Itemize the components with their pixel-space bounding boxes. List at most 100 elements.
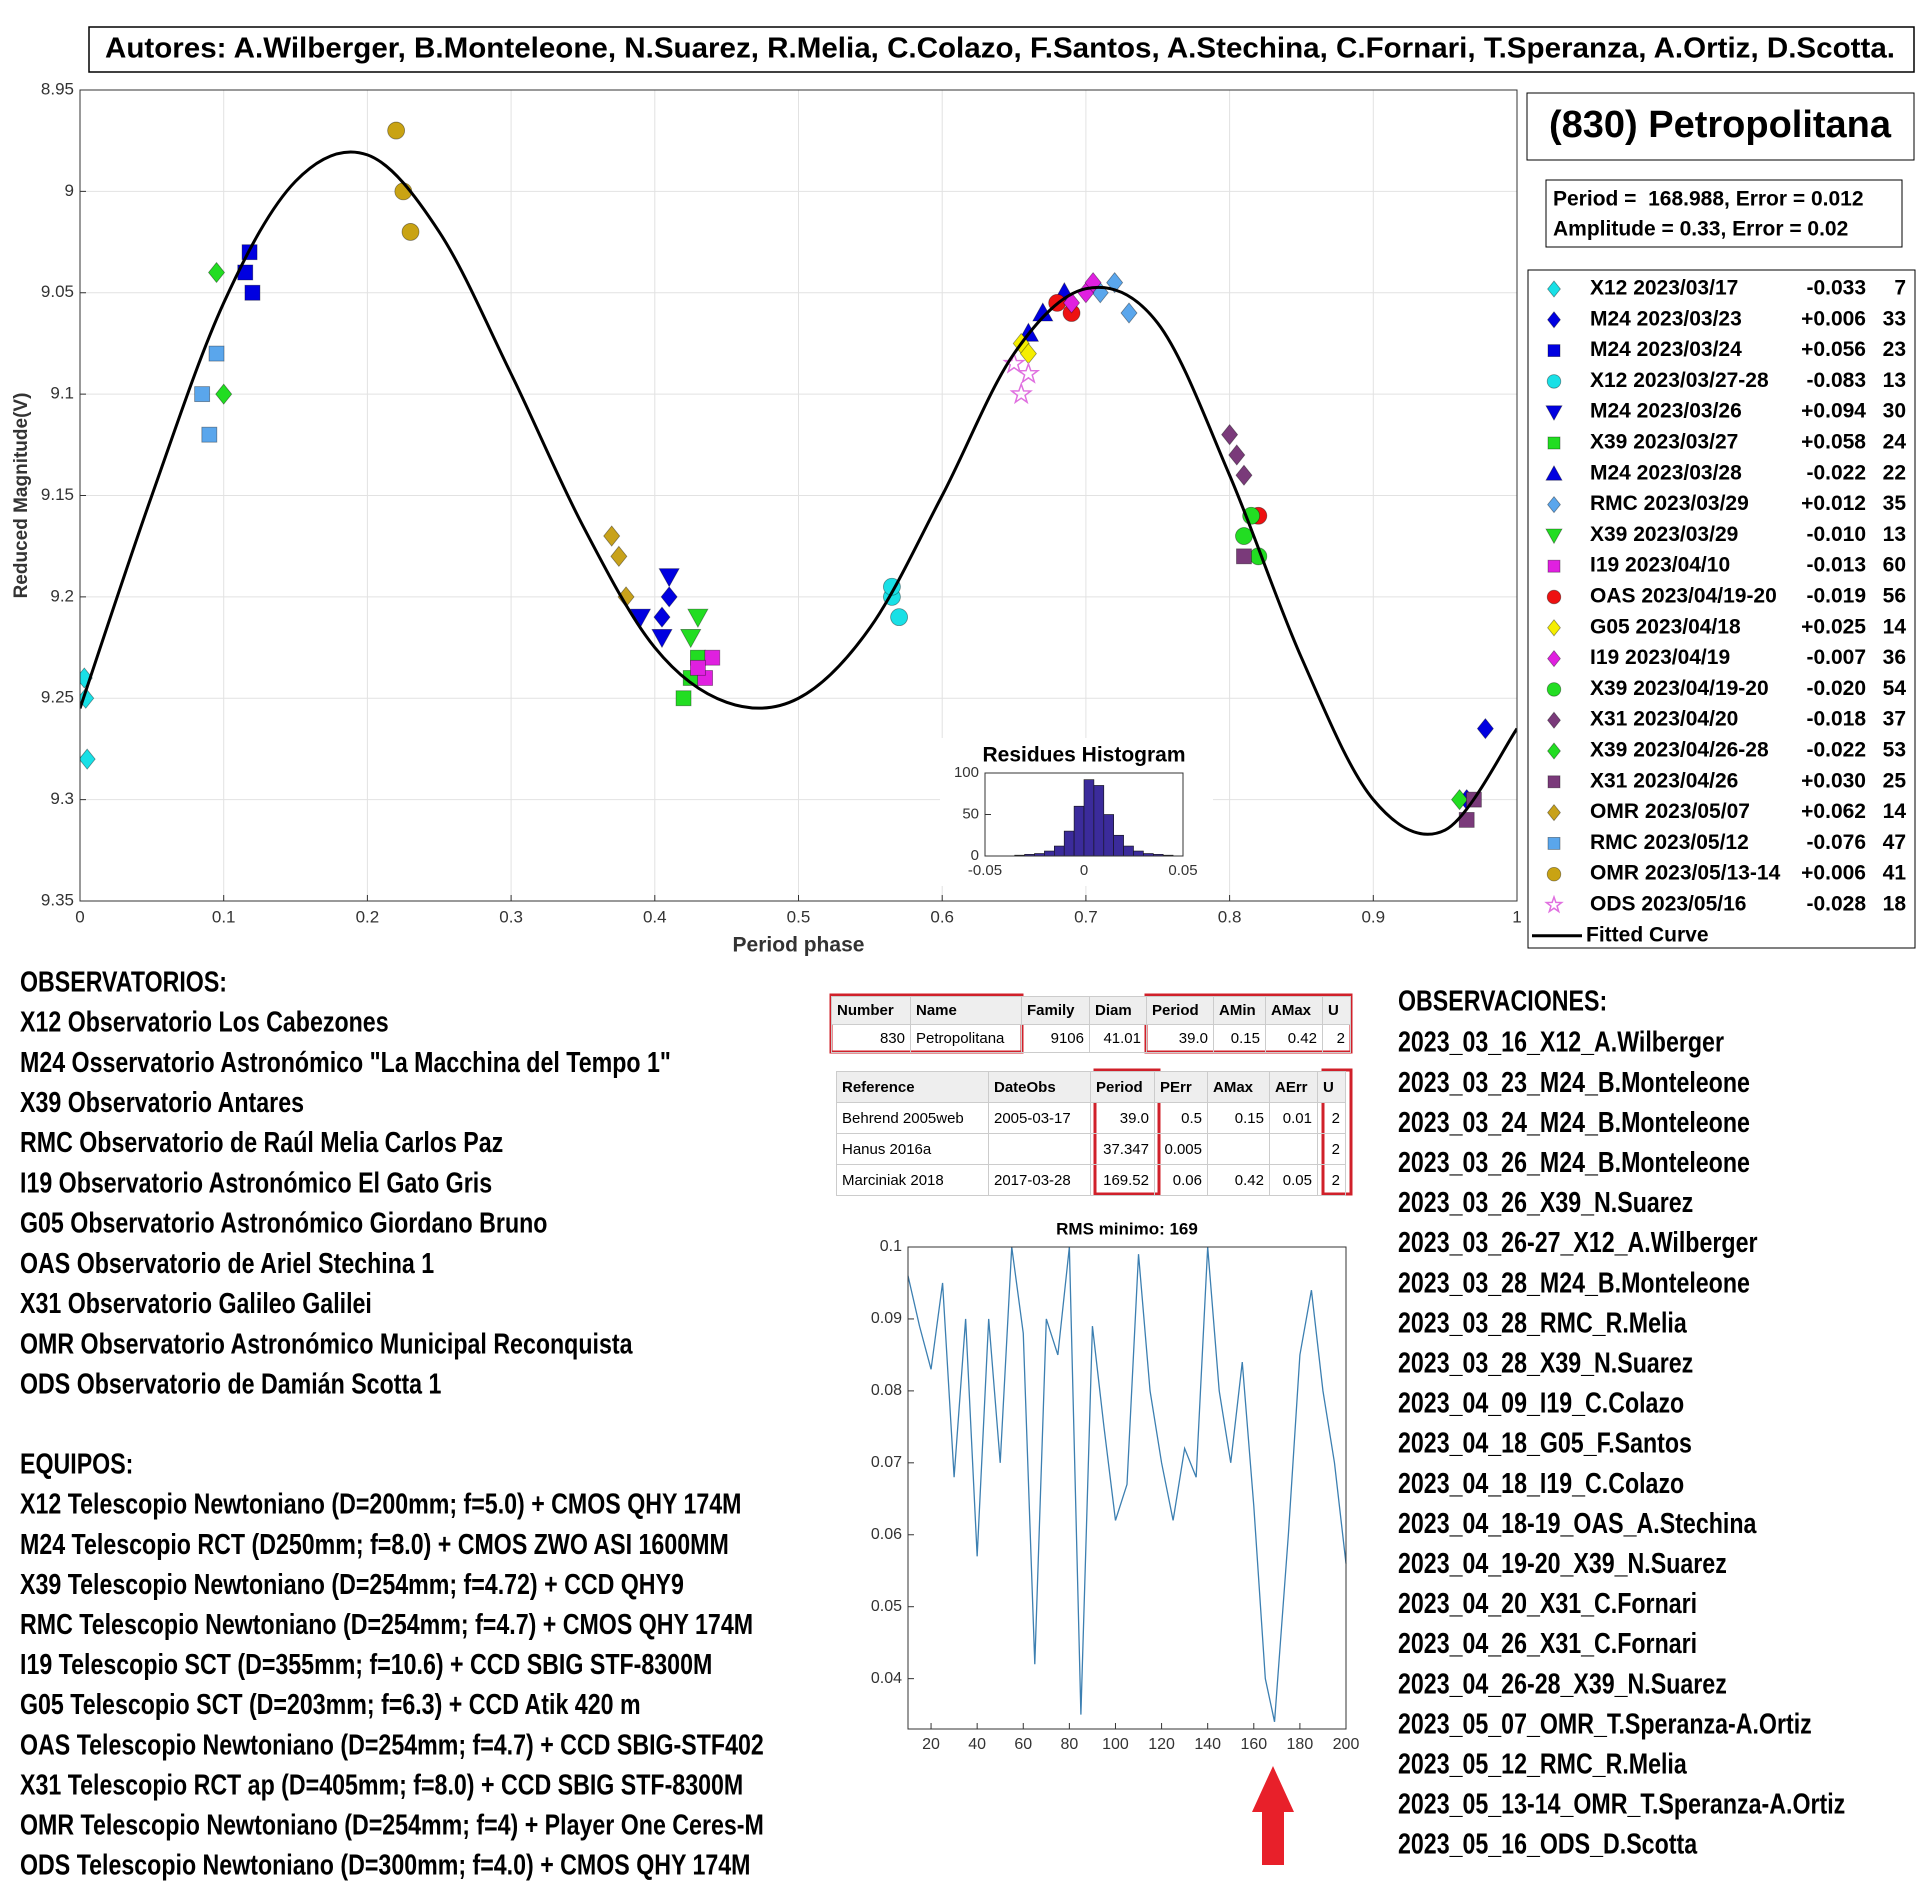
point [1544,894,1564,914]
cell: 0.42 [1265,1024,1323,1053]
header-row: Reference DateObs Period PErr AMax AErr U [836,1071,1346,1103]
point [687,608,709,628]
x-tick-label: 20 [922,1736,940,1753]
point [80,748,96,770]
chart-title: (830) Petropolitana [1549,104,1892,146]
x-tick-label: 0.8 [1218,907,1242,926]
point [1547,495,1561,514]
cell: 169.52 [1090,1164,1155,1196]
legend-shift: -0.028 [1806,893,1866,916]
legend-label: G05 2023/04/18 [1590,615,1741,638]
cell: 0.005 [1154,1133,1208,1165]
legend-shift: -0.022 [1806,739,1866,762]
histogram-bar [1093,785,1105,857]
point [1546,589,1562,605]
legend-shift: +0.006 [1801,307,1866,330]
row: Hanus 2016a 37.347 0.005 2 [836,1133,1346,1165]
list-item: RMC Observatorio de Raúl Melia Carlos Pa… [20,1126,503,1159]
point [1546,682,1562,697]
legend-count: 35 [1883,492,1907,515]
legend-count: 36 [1883,646,1906,669]
header-cell: U [1322,996,1351,1025]
cell: 0.05 [1269,1164,1318,1196]
y-tick-label: 8.95 [41,79,74,98]
row: 830 Petropolitana 9106 41.01 39.0 0.15 0.42 2 [831,1024,1351,1053]
histogram-bar [1073,805,1085,857]
list-item: I19 Telescopio SCT (D=355mm; f=10.6) + C… [20,1648,712,1681]
legend-label: X12 2023/03/27-28 [1590,369,1769,392]
point [1120,302,1138,324]
point [201,426,218,443]
histogram-bar [1103,814,1115,857]
point [1546,374,1562,389]
histogram-bar [1063,830,1075,857]
legend-shift: -0.013 [1806,554,1866,577]
point [1547,649,1561,668]
point [1476,718,1494,740]
cell: 0.42 [1207,1164,1270,1196]
cell: 0.15 [1213,1024,1266,1053]
section-title: OBSERVACIONES: [1398,984,1607,1017]
legend-count: 24 [1883,431,1907,454]
list-item: 2023_03_26_X39_N.Suarez [1398,1186,1693,1219]
header-cell: Name [910,996,1022,1025]
text-column: OBSERVATORIOS: X12 Observatorio Los Cabez… [20,965,671,1400]
legend-shift: -0.083 [1806,369,1866,392]
legend-label: RMC 2023/03/29 [1590,492,1749,515]
section-title: OBSERVATORIOS: [20,965,227,998]
legend-shift: +0.094 [1801,400,1866,423]
point [1547,742,1561,760]
cell: Hanus 2016a [836,1133,989,1165]
reference-table: Reference DateObs Period PErr AMax AErr U Behre… [836,1071,1346,1196]
legend-count: 60 [1883,554,1906,577]
header-cell: Number [831,996,911,1025]
y-tick-label: 9.05 [41,282,74,301]
legend-shift: +0.058 [1801,431,1866,454]
list-item: 2023_03_23_M24_B.Monteleone [1398,1065,1750,1098]
y-tick-label: 100 [954,764,979,781]
header-cell: PErr [1154,1071,1208,1103]
y-tick-label: 50 [962,805,979,822]
y-tick-label: 0 [971,847,979,864]
legend-box [1527,269,1916,949]
legend-label: X39 2023/04/19-20 [1590,677,1769,700]
legend-shift: +0.012 [1801,492,1866,515]
legend-count: 41 [1883,862,1907,885]
cell [1269,1133,1318,1165]
legend-count: 54 [1883,677,1907,700]
plot-marks [80,121,1517,836]
y-tick-label: 0.07 [871,1454,902,1471]
point [890,608,908,627]
x-tick-label: 160 [1240,1736,1267,1753]
legend-shift: -0.019 [1806,585,1866,608]
list-item: 2023_03_26_M24_B.Monteleone [1398,1145,1750,1178]
legend-count: 25 [1883,769,1907,792]
x-tick-label: 0.4 [643,907,667,926]
legend-label: M24 2023/03/26 [1590,400,1742,423]
x-axis-label: Period phase [733,934,865,957]
point [680,629,702,649]
list-item: X39 Observatorio Antares [20,1086,304,1119]
list-item: X39 Telescopio Newtoniano (D=254mm; f=4.… [20,1567,684,1600]
point [610,545,628,567]
cell: 39.0 [1146,1024,1214,1053]
point [1547,559,1561,573]
legend-count: 13 [1883,523,1906,546]
list-item: RMC Telescopio Newtoniano (D=254mm; f=4.… [20,1607,753,1640]
point [1547,619,1561,637]
point [1547,311,1561,329]
point [194,386,211,403]
cell: 0.06 [1154,1164,1208,1196]
cell: 0.5 [1154,1102,1208,1134]
legend-label: X12 2023/03/17 [1590,277,1738,300]
point [653,606,671,628]
list-item: 2023_04_18-19_OAS_A.Stechina [1398,1506,1757,1539]
legend-label: OMR 2023/05/13-14 [1590,862,1781,885]
row: Behrend 2005web 2005-03-17 39.0 0.5 0.15 0.01… [836,1102,1346,1134]
list-item: I19 Observatorio Astronómico El Gato Gri… [20,1166,492,1199]
cell: 41.01 [1089,1024,1147,1053]
point [208,345,225,362]
header-cell: U [1317,1071,1346,1103]
point [208,261,226,284]
